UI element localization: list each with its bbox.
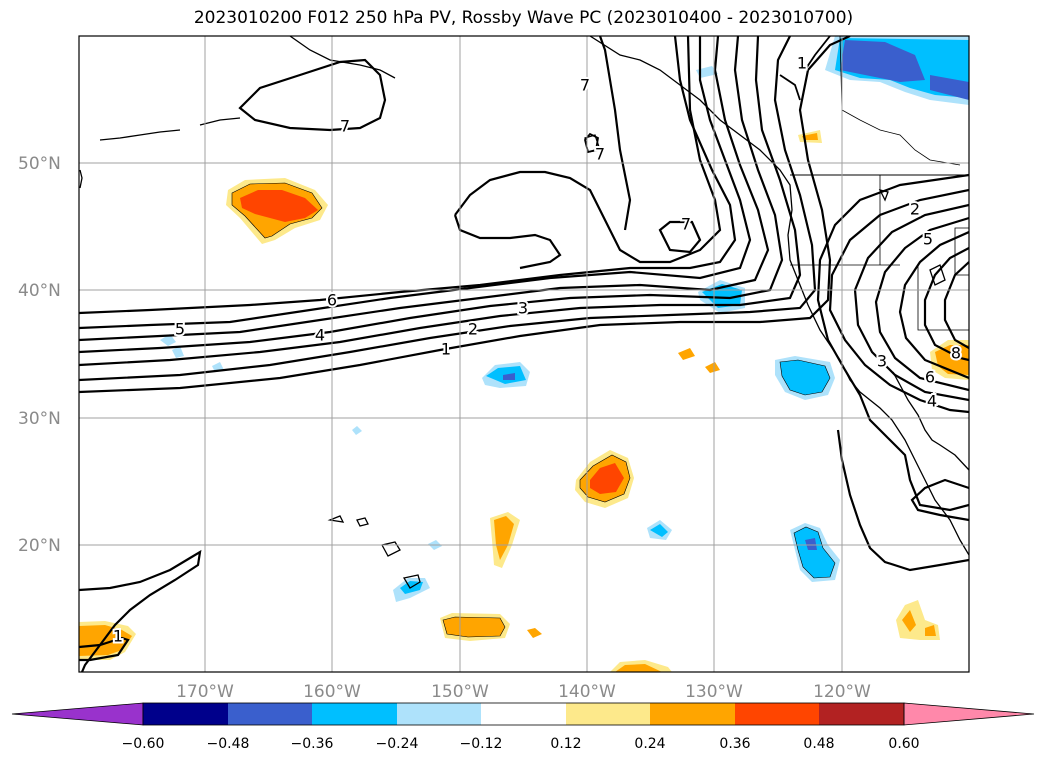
contour-7-west-ridge [79, 36, 737, 315]
colorbar-tick-label: −0.12 [460, 736, 503, 752]
contour-label: 8 [951, 344, 961, 363]
contour-label: 7 [595, 145, 605, 164]
colorbar-tick-label: 0.24 [634, 736, 665, 752]
colorbar-tick-label: −0.36 [291, 736, 334, 752]
map-title: 2023010200 F012 250 hPa PV, Rossby Wave … [193, 8, 854, 28]
colorbar-segment [819, 703, 904, 725]
colorbar-segment [566, 703, 650, 725]
colorbar-tick-label: −0.60 [122, 736, 165, 752]
colorbar-tick-label: −0.48 [207, 736, 250, 752]
lon-label: 130°W [685, 682, 743, 702]
anomaly-patches [79, 36, 969, 672]
contour-1 [79, 36, 851, 394]
contour-6 [79, 36, 752, 330]
lon-axis: 170°W 160°W 150°W 140°W 130°W 120°W [176, 682, 871, 702]
lat-label: 20°N [18, 536, 61, 556]
colorbar-segment [735, 703, 819, 725]
colorbar-tick-label: 0.12 [550, 736, 581, 752]
contour-label: 1 [797, 54, 807, 73]
contour-label-group: 7 7 7 7 1 6 4 3 2 1 5 2 5 3 6 4 8 1 [111, 52, 963, 648]
contour-label: 3 [518, 299, 528, 318]
graticule [79, 36, 969, 672]
contour-label: 2 [910, 200, 920, 219]
lat-label: 30°N [18, 409, 61, 429]
colorbar-tick-label: −0.24 [376, 736, 419, 752]
contour-label: 2 [468, 320, 478, 339]
contour-label: 7 [340, 117, 350, 136]
colorbar-tick-label: 0.60 [888, 736, 919, 752]
contour-label: 5 [175, 320, 185, 339]
lon-label: 170°W [176, 682, 234, 702]
lon-label: 120°W [813, 682, 871, 702]
contour-2 [79, 36, 817, 382]
lat-label: 50°N [18, 154, 61, 174]
contour-3 [79, 36, 802, 367]
colorbar-tick-label: 0.48 [803, 736, 834, 752]
contour-5 [79, 36, 770, 342]
colorbar-max-extend [903, 702, 1035, 726]
lat-label: 40°N [18, 281, 61, 301]
hawaii-islands [327, 515, 421, 589]
colorbar-segment [228, 703, 312, 725]
lon-label: 160°W [303, 682, 361, 702]
contour-label: 6 [327, 291, 337, 310]
colorbar-min-extend [11, 702, 144, 726]
colorbar-segment [312, 703, 397, 725]
contour-label: 7 [681, 215, 691, 234]
contour-label: 5 [923, 230, 933, 249]
colorbar: −0.60 −0.48 −0.36 −0.24 −0.12 0.12 0.24 … [11, 702, 1035, 752]
contour-label: 6 [925, 368, 935, 387]
contour-label: 1 [441, 340, 451, 359]
lon-label: 140°W [558, 682, 616, 702]
contour-label: 3 [877, 352, 887, 371]
colorbar-tick-label: 0.36 [719, 736, 750, 752]
colorbar-segment [143, 703, 228, 725]
alaska-coast [289, 36, 396, 79]
colorbar-segment [397, 703, 481, 725]
contour-label: 4 [927, 392, 937, 411]
north-america-coast [589, 36, 969, 556]
colorbar-segment [481, 703, 566, 725]
contour-7-aleutian [238, 58, 387, 132]
colorbar-segment [650, 703, 735, 725]
lat-axis: 50°N 40°N 30°N 20°N [18, 154, 61, 556]
pv-contours [79, 36, 969, 672]
plot-frame [78, 35, 970, 673]
contour-label: 4 [315, 326, 325, 345]
contour-4 [79, 36, 784, 354]
lon-label: 150°W [431, 682, 489, 702]
contour-7-cutoff [658, 220, 702, 254]
contour-label: 7 [580, 76, 590, 95]
contour-label: 1 [113, 627, 123, 646]
